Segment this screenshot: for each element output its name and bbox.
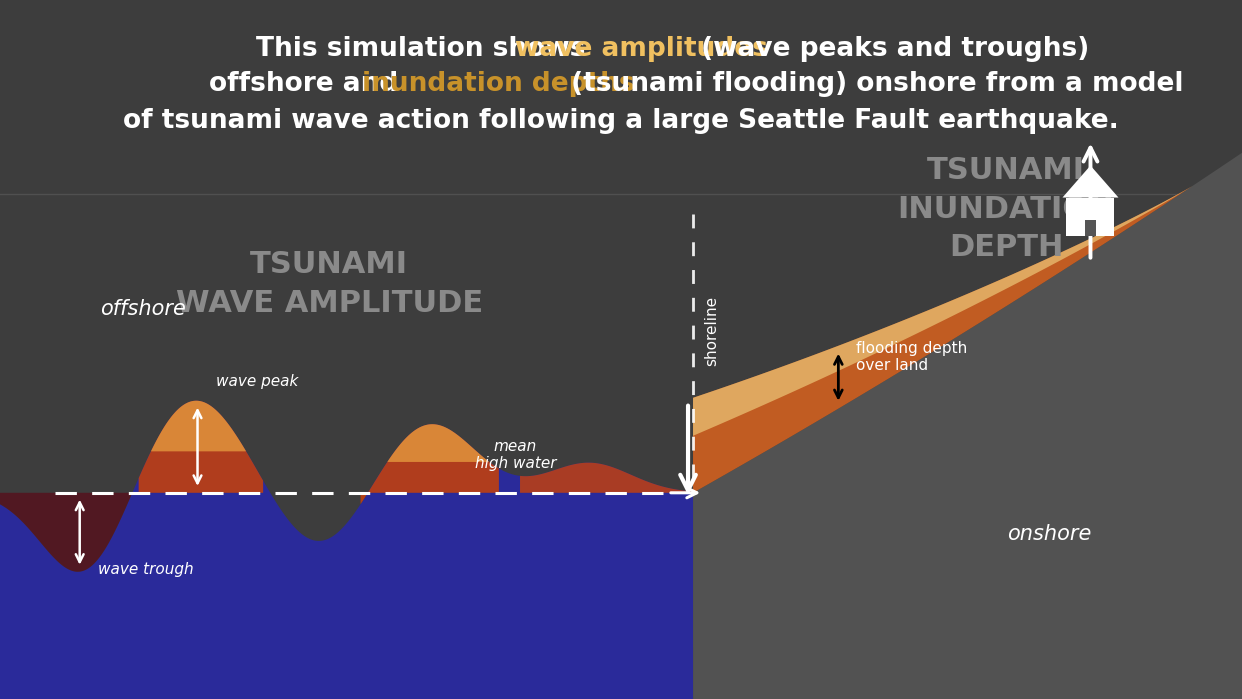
Bar [1086,219,1095,236]
Polygon shape [520,463,693,493]
Text: TSUNAMI
WAVE AMPLITUDE: TSUNAMI WAVE AMPLITUDE [175,250,483,317]
Text: wave amplitudes: wave amplitudes [515,36,768,62]
Text: (wave peaks and troughs): (wave peaks and troughs) [692,36,1089,62]
Text: wave trough: wave trough [98,561,194,577]
Text: This simulation shows: This simulation shows [256,36,595,62]
Polygon shape [152,401,246,452]
Text: (tsunami flooding) onshore from a model: (tsunami flooding) onshore from a model [563,71,1184,97]
Text: onshore: onshore [1007,524,1092,544]
Polygon shape [0,493,132,572]
Polygon shape [360,424,499,504]
Polygon shape [1062,166,1119,198]
Text: offshore and: offshore and [209,71,407,97]
Text: mean
high water: mean high water [474,438,556,471]
Polygon shape [0,401,693,699]
Text: TSUNAMI
INUNDATION
DEPTH: TSUNAMI INUNDATION DEPTH [898,157,1114,261]
Text: wave peak: wave peak [216,374,298,389]
Text: flooding depth
over land: flooding depth over land [856,341,968,373]
Polygon shape [139,401,263,493]
Bar [1067,198,1114,236]
Polygon shape [388,424,489,462]
Polygon shape [693,186,1192,435]
Text: of tsunami wave action following a large Seattle Fault earthquake.: of tsunami wave action following a large… [123,108,1119,134]
Text: offshore: offshore [99,299,186,319]
Text: inundation depths: inundation depths [361,71,635,97]
Text: shoreline: shoreline [704,296,719,366]
Polygon shape [693,186,1192,493]
Polygon shape [693,153,1242,699]
